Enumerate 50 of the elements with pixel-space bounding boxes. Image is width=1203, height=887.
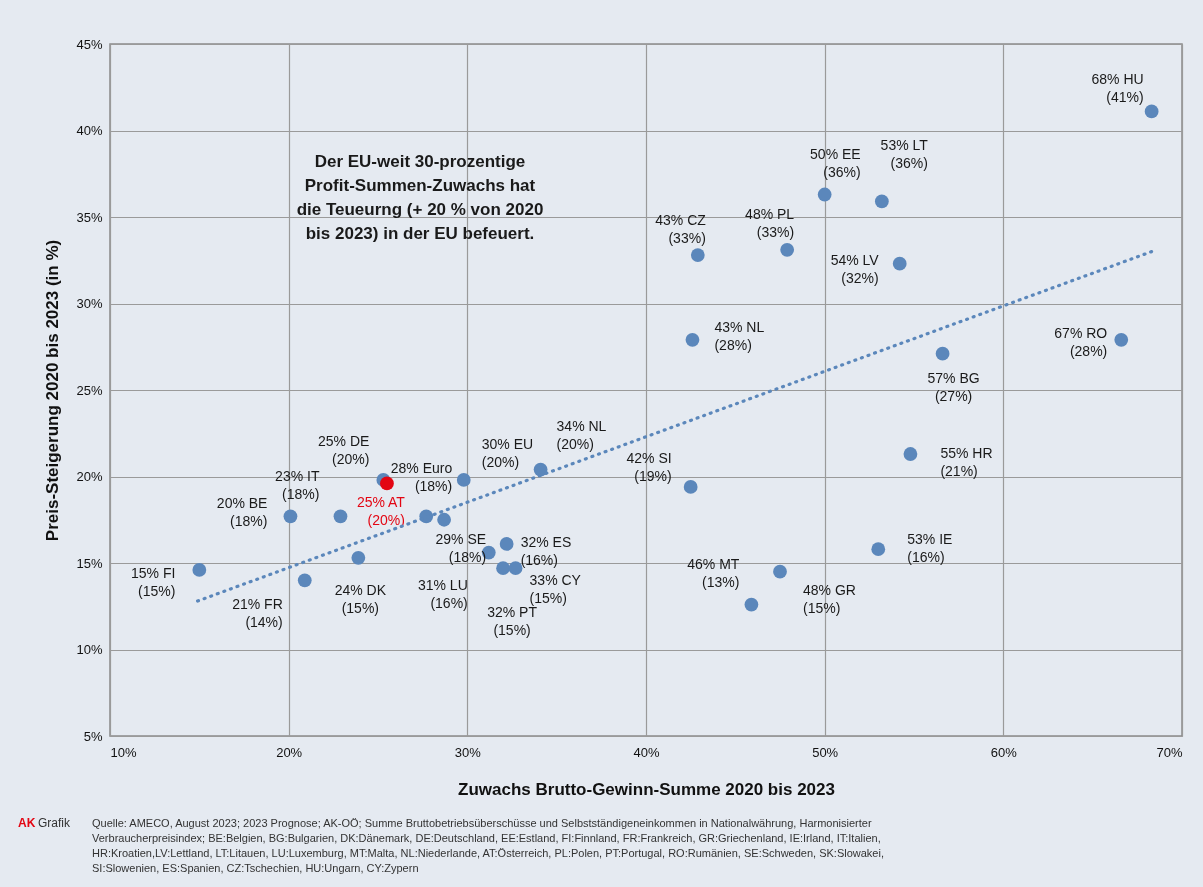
x-tick-label: 10% xyxy=(110,744,137,760)
data-label: 15% FI (15%) xyxy=(130,564,176,599)
x-tick-label: 20% xyxy=(276,744,303,760)
data-label: 29% SE (18%) xyxy=(435,530,487,565)
data-label: 68% HU (41%) xyxy=(1091,71,1144,106)
x-axis-title: Zuwachs Brutto-Gewinn-Summe 2020 bis 2023 xyxy=(458,779,835,799)
y-axis-title: Preis-Steigerung 2020 bis 2023 (in %) xyxy=(43,239,63,542)
data-label: 48% PL (33%) xyxy=(745,205,795,240)
source-note: Quelle: AMECO, August 2023; 2023 Prognose; AK-OÖ; Summe Bruttobetriebsüberschüsse und Selbstständigeneinkommen in Nationalwährung, Harmonisierter Verbraucherpreisindex; BE:Belgien, BG:Bulgarien, DK:Dänemark, DE:Deutschland, EE:Estland, FI:Finnland, FR:Frankreich, GR:Griechenland, IE:Irland, IT:Italien, HR:Kroatien,LV:Lettland, LT:Litauen, LU:Luxemburg, MT:Malta, NL:Niederlande, AT:Österreich, PL:Polen, PT:Portugal, RO:Rumänien, SE:Schweden, SK:Slowakei, SI:Slowenien, ES:Spanien, CZ:Tschechien, HU:Ungarn, CY:Zypern xyxy=(92,817,884,874)
text: Grafik xyxy=(38,816,71,830)
data-label: 31% LU (16%) xyxy=(417,576,468,611)
data-label: 53% IE (16%) xyxy=(907,531,953,566)
y-tick-label: 30% xyxy=(76,296,103,311)
data-label: 67% RO (28%) xyxy=(1054,324,1108,359)
data-label: 25% AT (20%) xyxy=(356,494,406,529)
x-tick-label: 60% xyxy=(990,744,1018,760)
data-label: 20% BE (18%) xyxy=(216,495,268,530)
x-tick-label: 40% xyxy=(633,744,660,760)
text: AK xyxy=(18,816,36,830)
y-tick-label: 10% xyxy=(76,642,103,657)
data-label: 46% MT (13%) xyxy=(687,555,740,590)
data-label: 43% CZ (33%) xyxy=(655,212,707,247)
y-tick-label: 20% xyxy=(76,469,103,484)
data-label: 50% EE (36%) xyxy=(810,145,861,180)
data-label: 34% NL (20%) xyxy=(556,417,607,452)
data-label: 48% GR (15%) xyxy=(803,581,856,616)
data-label: 33% CY (15%) xyxy=(529,572,582,607)
data-label: 42% SI (19%) xyxy=(626,449,672,484)
x-tick-label: 30% xyxy=(454,744,482,760)
data-label: 30% EU (20%) xyxy=(481,435,534,470)
data-label: 28% Euro (18%) xyxy=(390,460,453,495)
y-tick-label: 5% xyxy=(83,728,103,744)
annotation: Der EU-weit 30-prozentige Profit-Summen-Zuwachs hat die Teueurng (+ 20 % von 2020 bis 2023) in der EU befeuert. xyxy=(296,152,544,243)
data-label: 54% LV (32%) xyxy=(830,251,880,286)
y-tick-label: 25% xyxy=(76,382,103,398)
data-label: 53% LT (36%) xyxy=(880,137,929,172)
x-tick-label: 50% xyxy=(812,744,839,760)
data-label: 57% BG (27%) xyxy=(927,369,980,404)
y-tick-label: 15% xyxy=(76,555,103,571)
data-label: 21% FR (14%) xyxy=(232,596,283,631)
data-label: 55% HR (21%) xyxy=(940,445,993,480)
y-tick-label: 35% xyxy=(76,209,103,225)
data-label: 23% IT (18%) xyxy=(275,468,320,503)
data-label: 25% DE (20%) xyxy=(318,432,370,467)
y-tick-label: 40% xyxy=(76,123,103,138)
data-label: 24% DK (15%) xyxy=(334,581,387,616)
data-label: 43% NL (28%) xyxy=(714,318,765,353)
y-tick-label: 45% xyxy=(76,36,103,52)
data-label: 32% ES (16%) xyxy=(520,533,572,568)
x-tick-label: 70% xyxy=(1156,744,1183,760)
